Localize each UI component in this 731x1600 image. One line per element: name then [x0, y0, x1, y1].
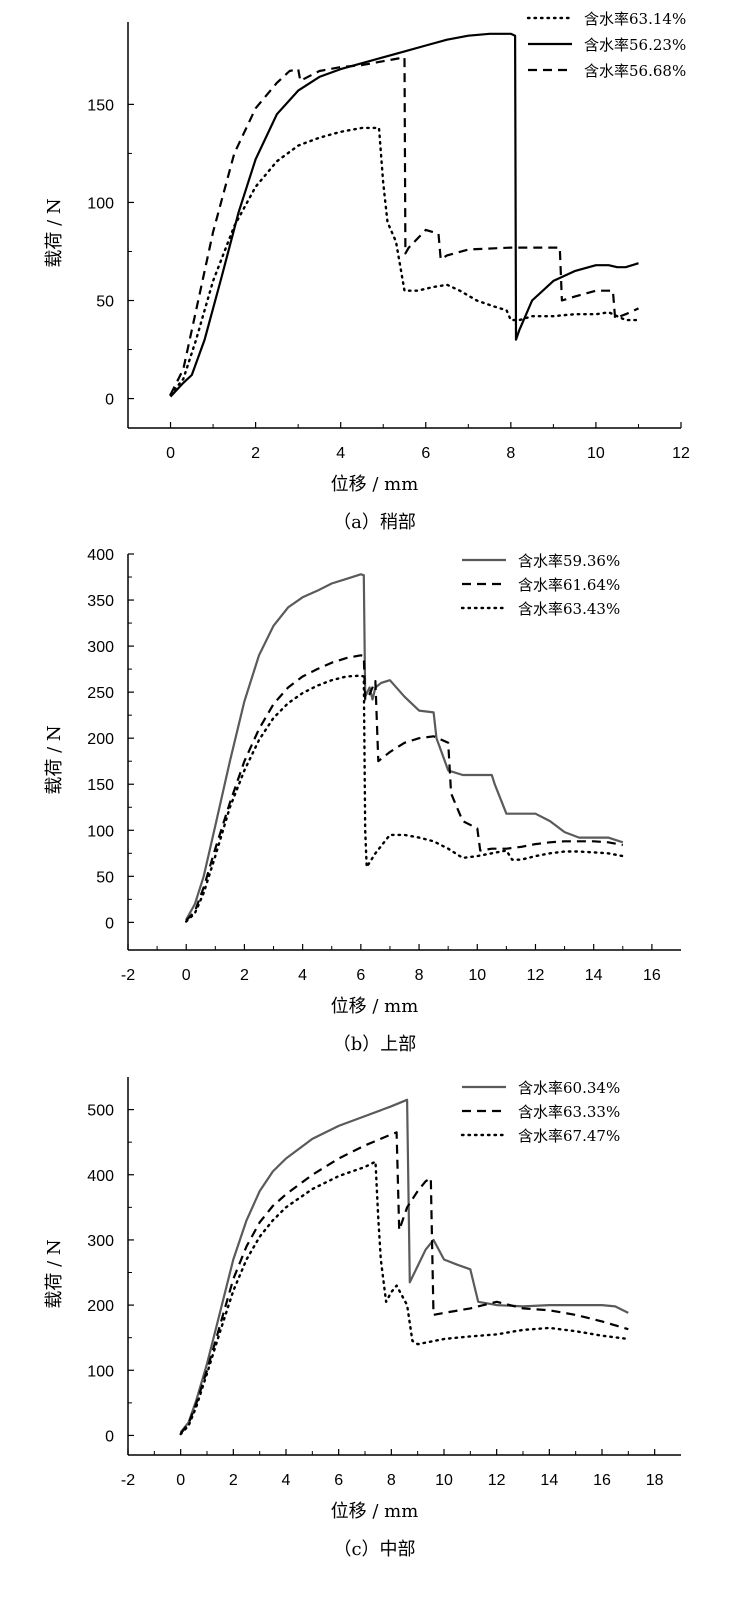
- x-tick-label: 16: [593, 1472, 611, 1489]
- x-tick-label: 4: [298, 967, 307, 984]
- y-tick-label: 250: [87, 685, 114, 702]
- x-tick-label: -2: [121, 1472, 135, 1489]
- legend-label-1: 含水率63.14%: [584, 10, 686, 28]
- series-line-2: [185, 654, 624, 922]
- x-tick-label: 6: [334, 1472, 343, 1489]
- series-line-2: [179, 1131, 629, 1435]
- x-tick-label: 12: [527, 967, 545, 984]
- legend-label-1: 含水率60.34%: [518, 1079, 620, 1097]
- x-tick-label: 10: [435, 1472, 453, 1489]
- series-line-1: [185, 573, 624, 921]
- x-tick-label: 6: [356, 967, 365, 984]
- x-tick-label: 4: [282, 1472, 291, 1489]
- y-tick-label: 100: [87, 195, 114, 212]
- y-tick-label: 0: [105, 915, 114, 932]
- y-tick-label: 100: [87, 1363, 114, 1380]
- legend-label-2: 含水率56.23%: [584, 36, 686, 54]
- legend-label-1: 含水率59.36%: [518, 552, 620, 570]
- series-line-2: [169, 32, 639, 398]
- x-tick-label: 6: [421, 445, 430, 462]
- legend-label-2: 含水率61.64%: [518, 576, 620, 594]
- chart-caption: （c）中部: [333, 1539, 415, 1560]
- legend-label-3: 含水率56.68%: [584, 62, 686, 80]
- series-line-3: [184, 674, 624, 923]
- y-tick-label: 300: [87, 1233, 114, 1250]
- x-tick-label: 12: [488, 1472, 506, 1489]
- y-tick-label: 150: [87, 97, 114, 114]
- x-tick-label: 2: [240, 967, 249, 984]
- x-tick-label: 8: [506, 445, 515, 462]
- y-tick-label: 0: [105, 1428, 114, 1445]
- x-tick-label: 14: [540, 1472, 558, 1489]
- legend-label-2: 含水率63.33%: [518, 1103, 620, 1121]
- x-tick-label: 10: [468, 967, 486, 984]
- x-axis-title: 位移 / mm: [331, 1501, 419, 1522]
- legend-label-3: 含水率63.43%: [518, 600, 620, 618]
- x-tick-label: 14: [585, 967, 603, 984]
- x-axis-title: 位移 / mm: [331, 996, 419, 1017]
- y-tick-label: 200: [87, 731, 114, 748]
- x-tick-label: 2: [229, 1472, 238, 1489]
- y-tick-label: 0: [105, 392, 114, 409]
- legend-label-3: 含水率67.47%: [518, 1127, 620, 1145]
- y-tick-label: 300: [87, 639, 114, 656]
- x-tick-label: 10: [587, 445, 605, 462]
- y-axis-title: 载荷 / N: [44, 198, 65, 267]
- series-line-1: [169, 126, 640, 396]
- x-tick-label: -2: [121, 967, 135, 984]
- x-tick-label: 8: [387, 1472, 396, 1489]
- y-tick-label: 400: [87, 547, 114, 564]
- chart-caption: （a）稍部: [333, 512, 416, 533]
- y-tick-label: 500: [87, 1103, 114, 1120]
- y-tick-label: 350: [87, 593, 114, 610]
- x-tick-label: 0: [182, 967, 191, 984]
- chart-a: 0 2 4 6 8 10 12 0 50 100 150 位移 / mm 载荷 / N （a）稍部 含水率6…: [44, 10, 690, 533]
- x-tick-label: 12: [672, 445, 690, 462]
- x-tick-label: 18: [646, 1472, 664, 1489]
- y-axis-title: 载荷 / N: [44, 725, 65, 794]
- y-tick-label: 200: [87, 1298, 114, 1315]
- y-axis-title: 载荷 / N: [44, 1239, 65, 1308]
- chart-b: -2 0 2 4 6 8 10 12 14 16 0 50 100 150 200 250 300 350 400 位…: [44, 547, 681, 1055]
- y-tick-label: 50: [96, 294, 114, 311]
- series-line-3: [179, 1160, 630, 1436]
- x-tick-label: 8: [415, 967, 424, 984]
- x-tick-label: 4: [336, 445, 345, 462]
- y-tick-label: 50: [96, 869, 114, 886]
- x-tick-label: 0: [166, 445, 175, 462]
- chart-c: -2 0 2 4 6 8 10 12 14 16 18 0 100 200 300 400 500 位移 / mm…: [44, 1077, 681, 1560]
- series-line-3: [169, 56, 639, 396]
- y-tick-label: 100: [87, 823, 114, 840]
- x-axis-title: 位移 / mm: [331, 474, 419, 495]
- x-tick-label: 0: [176, 1472, 185, 1489]
- y-tick-label: 150: [87, 777, 114, 794]
- chart-caption: （b）上部: [333, 1034, 417, 1055]
- y-tick-label: 400: [87, 1168, 114, 1185]
- series-line-1: [179, 1098, 629, 1433]
- x-tick-label: 2: [251, 445, 260, 462]
- x-tick-label: 16: [643, 967, 661, 984]
